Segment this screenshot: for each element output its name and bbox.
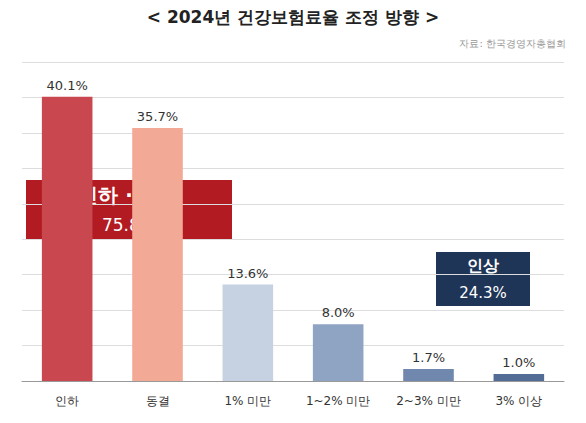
svg-text:75.8%: 75.8% [102, 215, 156, 235]
svg-text:40.1%: 40.1% [47, 78, 88, 93]
svg-text:1% 미만: 1% 미만 [224, 394, 271, 408]
svg-text:8.0%: 8.0% [322, 305, 355, 320]
svg-text:1.7%: 1.7% [412, 350, 445, 365]
svg-text:1.0%: 1.0% [502, 355, 535, 370]
svg-text:1~2% 미만: 1~2% 미만 [306, 394, 371, 408]
svg-text:3% 이상: 3% 이상 [495, 394, 542, 408]
svg-text:인하: 인하 [55, 394, 79, 408]
svg-text:13.6%: 13.6% [227, 266, 268, 281]
svg-text:24.3%: 24.3% [459, 284, 507, 302]
svg-text:< 2024년 건강보험료율 조정 방향 >: < 2024년 건강보험료율 조정 방향 > [147, 7, 439, 27]
svg-text:2~3% 미만: 2~3% 미만 [396, 394, 461, 408]
svg-text:35.7%: 35.7% [137, 109, 178, 124]
svg-text:인상: 인상 [467, 256, 499, 275]
svg-text:동결: 동결 [146, 394, 170, 408]
svg-text:자료: 한국경영자총협회: 자료: 한국경영자총협회 [459, 38, 566, 49]
svg-text:인하 · 동결: 인하 · 동결 [78, 183, 180, 207]
